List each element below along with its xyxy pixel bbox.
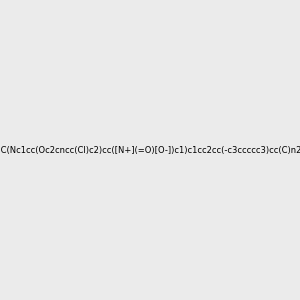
Text: O=C(Nc1cc(Oc2cncc(Cl)c2)cc([N+](=O)[O-])c1)c1cc2cc(-c3ccccc3)cc(C)n2n1: O=C(Nc1cc(Oc2cncc(Cl)c2)cc([N+](=O)[O-])… xyxy=(0,146,300,154)
